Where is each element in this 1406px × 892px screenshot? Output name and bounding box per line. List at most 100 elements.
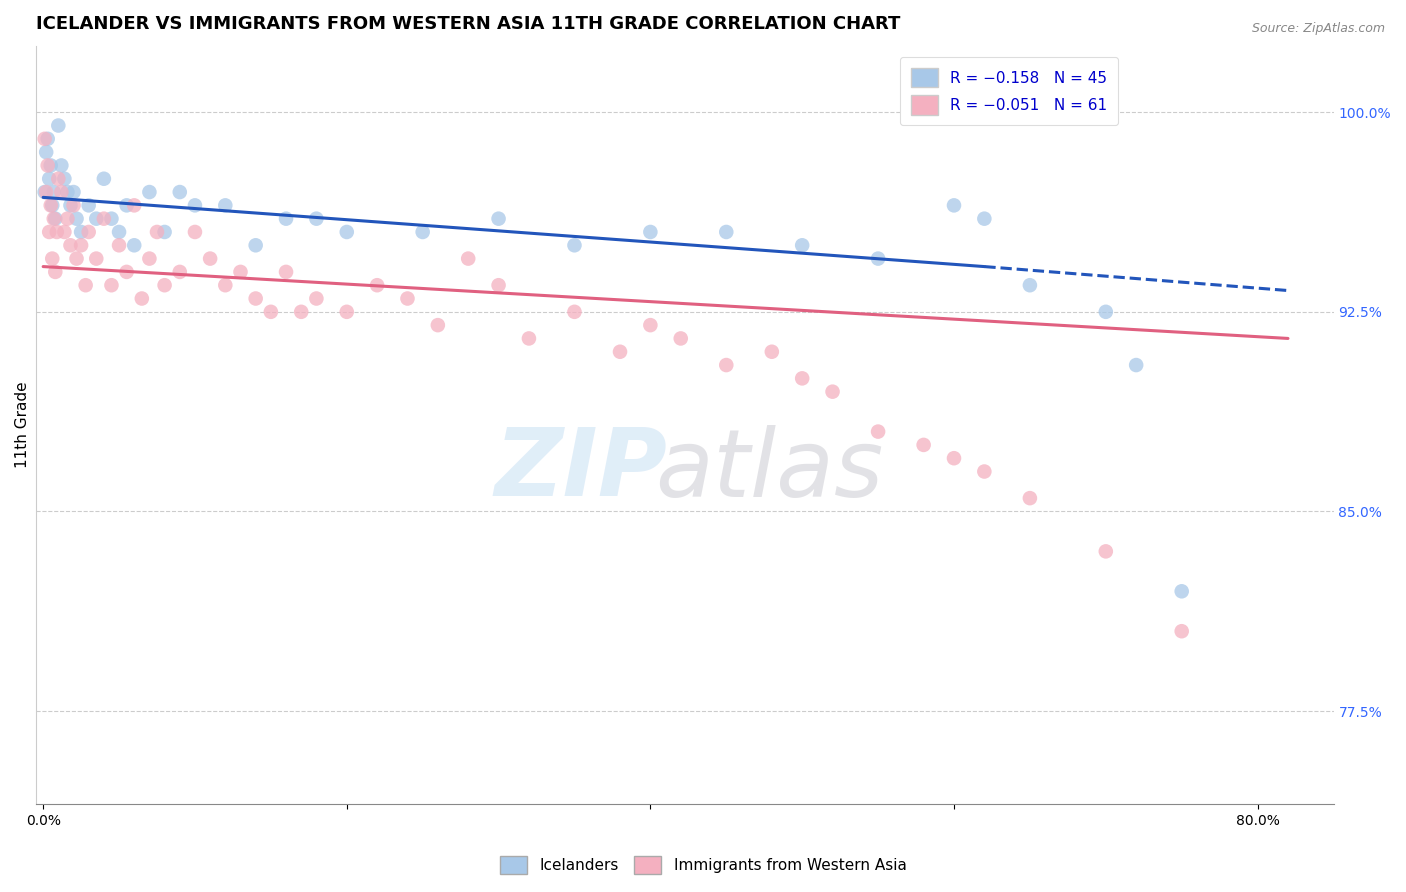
- Point: [412, 225, 434, 239]
- Point: [59, 238, 82, 252]
- Point: [146, 225, 169, 239]
- Point: [640, 225, 662, 239]
- Point: [868, 425, 890, 439]
- Point: [198, 252, 221, 266]
- Point: [70, 225, 93, 239]
- Point: [39, 158, 62, 172]
- Point: [1094, 305, 1116, 319]
- Point: [290, 305, 312, 319]
- Text: ICELANDER VS IMMIGRANTS FROM WESTERN ASIA 11TH GRADE CORRELATION CHART: ICELANDER VS IMMIGRANTS FROM WESTERN ASI…: [35, 15, 900, 33]
- Point: [77, 198, 100, 212]
- Point: [84, 211, 107, 226]
- Point: [943, 198, 966, 212]
- Point: [274, 265, 297, 279]
- Point: [56, 185, 79, 199]
- Point: [131, 292, 153, 306]
- Point: [640, 318, 662, 332]
- Point: [138, 185, 160, 199]
- Point: [46, 171, 69, 186]
- Text: Source: ZipAtlas.com: Source: ZipAtlas.com: [1251, 22, 1385, 36]
- Point: [108, 238, 131, 252]
- Point: [62, 185, 84, 199]
- Point: [245, 238, 267, 252]
- Point: [77, 225, 100, 239]
- Point: [108, 225, 131, 239]
- Point: [62, 198, 84, 212]
- Point: [115, 198, 138, 212]
- Point: [65, 211, 87, 226]
- Legend: Icelanders, Immigrants from Western Asia: Icelanders, Immigrants from Western Asia: [494, 850, 912, 880]
- Point: [44, 211, 66, 226]
- Point: [65, 252, 87, 266]
- Point: [336, 305, 359, 319]
- Point: [100, 211, 122, 226]
- Point: [305, 292, 328, 306]
- Point: [761, 344, 783, 359]
- Point: [44, 265, 66, 279]
- Point: [115, 265, 138, 279]
- Point: [38, 225, 60, 239]
- Point: [46, 119, 69, 133]
- Point: [214, 198, 236, 212]
- Point: [93, 211, 115, 226]
- Point: [37, 132, 59, 146]
- Text: ZIP: ZIP: [495, 425, 666, 516]
- Point: [1125, 358, 1147, 372]
- Point: [122, 198, 145, 212]
- Point: [1019, 491, 1042, 505]
- Point: [42, 185, 65, 199]
- Point: [41, 198, 63, 212]
- Point: [35, 185, 58, 199]
- Point: [153, 225, 176, 239]
- Point: [35, 145, 58, 160]
- Point: [943, 451, 966, 466]
- Point: [1094, 544, 1116, 558]
- Point: [973, 465, 995, 479]
- Point: [39, 198, 62, 212]
- Point: [716, 225, 738, 239]
- Point: [37, 158, 59, 172]
- Point: [38, 171, 60, 186]
- Point: [51, 185, 73, 199]
- Point: [34, 132, 56, 146]
- Point: [457, 252, 479, 266]
- Point: [274, 211, 297, 226]
- Point: [564, 305, 586, 319]
- Point: [1170, 584, 1192, 599]
- Point: [517, 331, 540, 345]
- Point: [169, 185, 191, 199]
- Point: [821, 384, 844, 399]
- Point: [1170, 624, 1192, 639]
- Point: [56, 211, 79, 226]
- Point: [488, 211, 510, 226]
- Point: [84, 252, 107, 266]
- Point: [53, 171, 76, 186]
- Point: [564, 238, 586, 252]
- Point: [336, 225, 359, 239]
- Point: [716, 358, 738, 372]
- Point: [75, 278, 97, 293]
- Point: [59, 198, 82, 212]
- Point: [34, 185, 56, 199]
- Point: [169, 265, 191, 279]
- Point: [184, 225, 207, 239]
- Point: [93, 171, 115, 186]
- Point: [912, 438, 935, 452]
- Point: [138, 252, 160, 266]
- Legend: R = −0.158   N = 45, R = −0.051   N = 61: R = −0.158 N = 45, R = −0.051 N = 61: [900, 57, 1118, 126]
- Point: [229, 265, 252, 279]
- Point: [122, 238, 145, 252]
- Point: [488, 278, 510, 293]
- Point: [868, 252, 890, 266]
- Point: [260, 305, 283, 319]
- Point: [792, 238, 814, 252]
- Point: [669, 331, 692, 345]
- Point: [100, 278, 122, 293]
- Point: [973, 211, 995, 226]
- Point: [42, 211, 65, 226]
- Point: [609, 344, 631, 359]
- Point: [51, 158, 73, 172]
- Point: [53, 225, 76, 239]
- Point: [214, 278, 236, 293]
- Point: [426, 318, 449, 332]
